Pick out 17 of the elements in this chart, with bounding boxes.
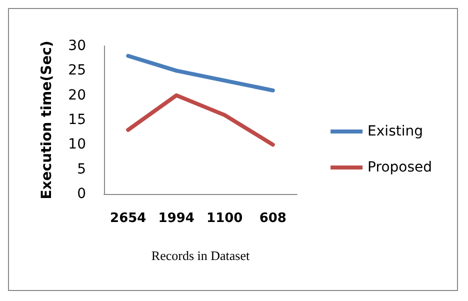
legend-label: Proposed (368, 160, 432, 176)
y-tick-label: 15 (68, 112, 86, 128)
line-series (126, 54, 275, 92)
x-tick-label: 1100 (206, 211, 243, 226)
y-tick-label: 20 (68, 87, 86, 104)
x-tick-label: 608 (259, 211, 286, 226)
legend-label: Existing (368, 124, 423, 140)
y-tick-label: 30 (68, 38, 86, 54)
y-axis-title: Execution time(Sec) (39, 40, 55, 200)
line-series (126, 93, 275, 147)
y-tick-label: 25 (68, 62, 86, 79)
y-tick-label: 5 (77, 161, 86, 178)
x-axis-title: Records in Dataset (151, 248, 250, 263)
y-tick-label: 0 (77, 186, 86, 202)
x-tick-label: 2654 (110, 211, 146, 226)
x-tick-label: 1994 (158, 211, 194, 226)
y-tick-label: 10 (68, 136, 86, 153)
